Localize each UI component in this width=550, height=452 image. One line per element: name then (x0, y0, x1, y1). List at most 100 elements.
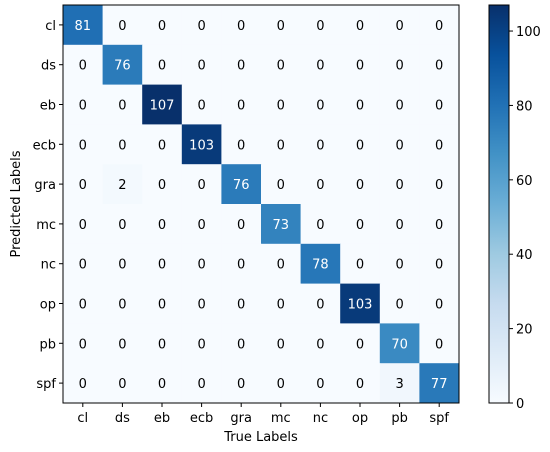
heatmap-cell (181, 5, 222, 46)
heatmap-cell (300, 283, 341, 324)
heatmap-cell (379, 124, 420, 165)
heatmap-cell (142, 283, 183, 324)
heatmap-cell (419, 283, 460, 324)
cell-value-label: 0 (356, 337, 364, 352)
cell-value-label: 0 (395, 298, 403, 313)
cell-value-label: 103 (189, 138, 214, 153)
heatmap-cell (300, 124, 341, 165)
cell-value-label: 0 (237, 337, 245, 352)
cell-value-label: 0 (197, 178, 205, 193)
heatmap-cell (221, 323, 262, 364)
cell-value-label: 76 (233, 178, 250, 193)
heatmap-cell (261, 363, 302, 404)
heatmap-cell (181, 164, 222, 205)
cell-value-label: 0 (277, 59, 285, 74)
colorbar-tick-label: 0 (516, 397, 524, 412)
cell-value-label: 0 (435, 99, 443, 114)
cell-value-label: 0 (435, 218, 443, 233)
cell-value-label: 0 (395, 178, 403, 193)
heatmap-cell (221, 5, 262, 46)
cell-value-label: 0 (79, 298, 87, 313)
heatmap-cell (63, 243, 104, 285)
heatmap-cell (261, 164, 302, 205)
heatmap-cell (379, 323, 420, 364)
cell-value-label: 0 (197, 59, 205, 74)
heatmap-cell (340, 363, 381, 404)
heatmap-cell (63, 44, 104, 86)
heatmap-cell (261, 243, 302, 285)
cell-value-label: 0 (158, 19, 166, 34)
y-axis-title: Predicted Labels (9, 150, 24, 257)
y-tick-label: pb (39, 337, 56, 352)
heatmap-cell (340, 84, 381, 125)
colorbar-tick-label: 60 (516, 174, 533, 189)
heatmap-cell (221, 44, 262, 86)
y-tick-label: ds (41, 59, 56, 74)
heatmap-cell (340, 164, 381, 205)
y-tick-label: gra (34, 178, 56, 193)
y-tick-label: nc (41, 258, 56, 273)
heatmap-cell (340, 243, 381, 285)
heatmap-cell (419, 363, 460, 404)
heatmap-cell (261, 204, 302, 245)
heatmap-cell (63, 363, 104, 404)
cell-value-label: 0 (395, 99, 403, 114)
heatmap-cell (379, 363, 420, 404)
heatmap-cell (419, 323, 460, 364)
heatmap-cell (340, 283, 381, 324)
cell-value-label: 0 (277, 138, 285, 153)
cell-value-label: 0 (118, 298, 126, 313)
heatmap-cell (181, 44, 222, 86)
cell-value-label: 0 (356, 178, 364, 193)
heatmap-cell (102, 283, 143, 324)
cell-value-label: 0 (197, 377, 205, 392)
colorbar-ticks: 0 20 40 60 80 100 (509, 25, 541, 412)
cell-value-label: 73 (273, 218, 290, 233)
cell-value-label: 78 (312, 258, 329, 273)
cell-value-label: 0 (277, 298, 285, 313)
cell-value-label: 0 (356, 19, 364, 34)
heatmap-cell (379, 283, 420, 324)
cell-value-label: 0 (79, 59, 87, 74)
cell-value-label: 0 (158, 218, 166, 233)
heatmap-cell (181, 243, 222, 285)
heatmap-cell (63, 323, 104, 364)
heatmap-cell (300, 44, 341, 86)
heatmap-cell (102, 5, 143, 46)
x-tick-label: gra (230, 411, 252, 426)
cell-value-label: 3 (395, 377, 403, 392)
heatmap-cell (221, 164, 262, 205)
cell-value-label: 76 (114, 59, 131, 74)
heatmap-cell (419, 204, 460, 245)
heatmap-cell (379, 243, 420, 285)
heatmap-cell (379, 5, 420, 46)
cell-value-label: 0 (237, 218, 245, 233)
cell-value-label: 0 (435, 59, 443, 74)
cell-value-label: 107 (150, 99, 175, 114)
heatmap-cell (221, 84, 262, 125)
cell-value-label: 0 (118, 19, 126, 34)
cell-value-label: 0 (237, 298, 245, 313)
cell-value-label: 0 (316, 298, 324, 313)
heatmap-cell (379, 44, 420, 86)
cell-value-label: 0 (118, 218, 126, 233)
heatmap-cell (63, 124, 104, 165)
colorbar-tick-label: 20 (516, 323, 533, 338)
cell-value-label: 0 (395, 258, 403, 273)
x-tick-label: op (352, 411, 368, 426)
cell-value-label: 0 (158, 298, 166, 313)
cell-value-label: 0 (435, 138, 443, 153)
heatmap-cell (419, 84, 460, 125)
heatmap-cell (340, 124, 381, 165)
cell-value-label: 103 (348, 298, 373, 313)
cell-value-label: 0 (158, 178, 166, 193)
heatmap-cell (221, 363, 262, 404)
cell-value-label: 0 (356, 258, 364, 273)
cell-value-label: 0 (435, 19, 443, 34)
cell-value-label: 0 (277, 337, 285, 352)
heatmap-cell (300, 164, 341, 205)
heatmap-cell (340, 5, 381, 46)
cell-value-label: 0 (435, 258, 443, 273)
heatmap-cell (221, 243, 262, 285)
heatmap-cell (379, 204, 420, 245)
